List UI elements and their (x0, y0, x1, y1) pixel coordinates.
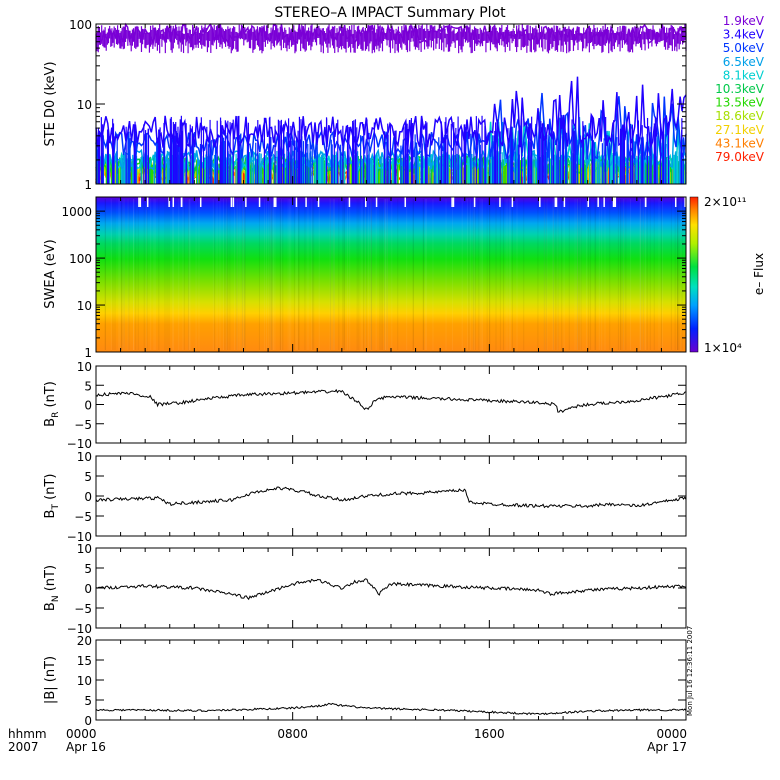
bn-ylabel-sub: N (51, 595, 61, 602)
bt-trace (95, 486, 687, 509)
br-y-axis: −10 −5 0 5 10 (67, 360, 687, 451)
ste-legend-item: 3.4keV (723, 28, 765, 42)
x-tick-date-label: Apr 17 (647, 740, 687, 754)
bmag-y-tick-label: 0 (84, 714, 92, 728)
colorbar-max-label: 2×10¹¹ (704, 195, 747, 209)
br-trace (95, 388, 687, 413)
x-tick-label: 1600 (474, 727, 505, 741)
bmag-ylabel: |B| (nT) (43, 656, 58, 704)
x-tick-label: 0000 (66, 727, 97, 741)
br-y-tick-label: −5 (74, 418, 92, 432)
x-year-label: 2007 (8, 740, 39, 754)
bn-ylabel-unit: (nT) (43, 565, 58, 595)
ste-legend-item: 79.0keV (715, 150, 765, 164)
br-y-tick-label: 5 (84, 379, 92, 393)
swea-y-axis: 1 10 100 1000 (61, 196, 687, 360)
bmag-trace (95, 702, 687, 716)
bt-y-tick-label: 0 (84, 490, 92, 504)
panel-ste: 1 10 100 STE D0 (keV) 1.9keV3.4keV5.0keV6.… (43, 14, 765, 192)
bn-y-tick-label: 5 (84, 562, 92, 576)
bt-y-axis: −10 −5 0 5 10 (67, 450, 687, 544)
ste-legend-item: 43.1keV (715, 136, 765, 150)
ste-legend-item: 27.1keV (715, 123, 765, 137)
bn-y-tick-label: 0 (84, 582, 92, 596)
x-tick-label: 0800 (277, 727, 308, 741)
ste-legend-item: 5.0keV (723, 41, 765, 55)
bt-ylabel-main: B (43, 510, 58, 519)
bmag-y-tick-label: 5 (84, 694, 92, 708)
bn-y-tick-label: 10 (77, 542, 92, 556)
panel-swea: 1 10 100 1000 SWEA (eV) 2×10¹¹ 1×10⁴ e– Flu… (43, 195, 766, 360)
bt-ylabel: BT (nT) (43, 474, 61, 519)
bt-y-tick-label: −10 (67, 530, 92, 544)
swea-spectrogram-texture (104, 197, 686, 350)
br-frame (95, 365, 687, 444)
swea-y-tick-label: 1 (84, 346, 92, 360)
x-tick-date-label: Apr 16 (66, 740, 106, 754)
panel-bt: −10 −5 0 5 10 BT (nT) (43, 450, 687, 544)
plot-title: STEREO–A IMPACT Summary Plot (274, 5, 506, 21)
br-y-tick-label: −10 (67, 437, 92, 451)
bt-ylabel-unit: (nT) (43, 474, 58, 504)
swea-ylabel: SWEA (eV) (43, 239, 58, 308)
ste-legend-item: 13.5keV (715, 96, 765, 110)
bt-y-tick-label: 5 (84, 470, 92, 484)
bn-y-tick-label: −10 (67, 622, 92, 636)
swea-y-tick-label: 1000 (61, 205, 92, 219)
ste-legend-item: 8.1keV (723, 68, 765, 82)
ste-legend-item: 18.6keV (715, 109, 765, 123)
bn-ylabel: BN (nT) (43, 565, 61, 611)
br-ylabel-main: B (43, 418, 58, 427)
ste-ylabel: STE D0 (keV) (43, 61, 58, 146)
br-ylabel-sub: R (51, 412, 61, 418)
swea-y-tick-label: 10 (77, 299, 92, 313)
x-tick-label: 0000 (656, 727, 687, 741)
bn-y-axis: −10 −5 0 5 10 (67, 542, 687, 636)
ste-y-tick-label: 100 (69, 18, 92, 32)
bt-ylabel-sub: T (51, 504, 61, 511)
colorbar-min-label: 1×10⁴ (704, 341, 742, 355)
bmag-y-tick-label: 15 (77, 654, 92, 668)
ste-legend-item: 1.9keV (723, 14, 765, 28)
timestamp-stamp: Mon Jul 16 12:36:11 2007 (686, 626, 694, 716)
ste-y-axis: 1 10 100 (69, 18, 687, 192)
colorbar-label: e– Flux (752, 253, 766, 295)
ste-data-marks (95, 22, 687, 186)
panel-bmag: 0 5 10 15 20 |B| (nT) Mon Jul 16 12:36:11 20… (43, 626, 694, 728)
bt-frame (95, 455, 687, 537)
bt-y-tick-label: 10 (77, 450, 92, 464)
ste-legend-item: 10.3keV (715, 82, 765, 96)
bn-trace (95, 578, 687, 601)
ste-legend: 1.9keV3.4keV5.0keV6.5keV8.1keV10.3keV13.… (715, 14, 765, 164)
bn-y-tick-label: −5 (74, 602, 92, 616)
br-y-tick-label: 10 (77, 360, 92, 374)
br-y-tick-label: 0 (84, 399, 92, 413)
ste-y-tick-label: 1 (84, 178, 92, 192)
bn-ylabel-main: B (43, 602, 58, 611)
swea-y-tick-label: 100 (69, 252, 92, 266)
br-ylabel-unit: (nT) (43, 381, 58, 411)
panel-br: −10 −5 0 5 10 BR (nT) (43, 360, 687, 451)
bt-y-tick-label: −5 (74, 510, 92, 524)
bmag-y-tick-label: 10 (77, 674, 92, 688)
flux-colorbar (689, 196, 699, 353)
bmag-y-axis: 0 5 10 15 20 (77, 634, 687, 728)
panel-bn: −10 −5 0 5 10 BN (nT) (43, 542, 687, 636)
x-unit-label: hhmm (8, 727, 47, 741)
ste-y-tick-label: 10 (77, 98, 92, 112)
ste-legend-item: 6.5keV (723, 55, 765, 69)
br-ylabel: BR (nT) (43, 381, 61, 427)
swea-spectrogram (96, 197, 686, 352)
bmag-y-tick-label: 20 (77, 634, 92, 648)
